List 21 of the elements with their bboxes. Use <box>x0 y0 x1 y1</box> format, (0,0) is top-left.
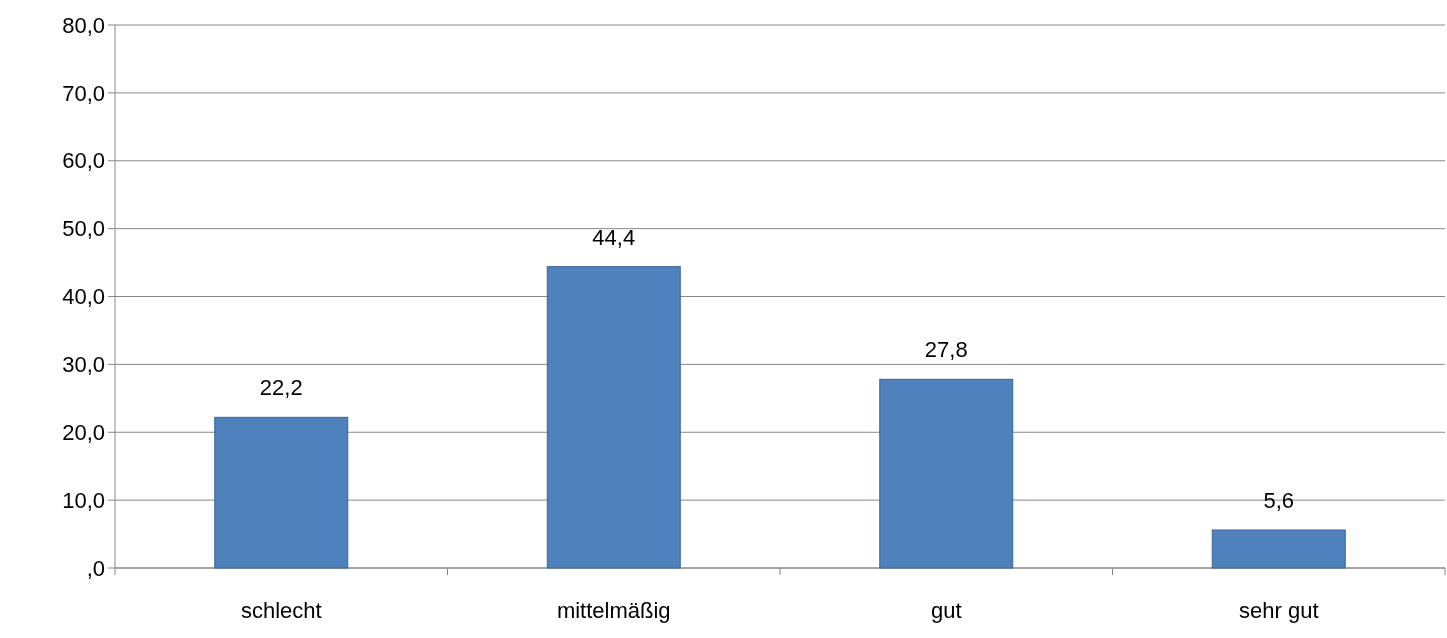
y-tick-label: 50,0 <box>62 216 105 242</box>
x-tick-label: schlecht <box>240 598 322 623</box>
x-tick-label: mittelmäßig <box>556 598 671 623</box>
y-tick-label: 80,0 <box>62 12 105 38</box>
y-tick-label: 20,0 <box>62 419 105 445</box>
bar <box>879 378 1014 569</box>
bar <box>1211 529 1346 569</box>
data-label: 5,6 <box>1263 487 1295 513</box>
bar <box>546 266 681 569</box>
x-tick-label: gut <box>930 598 962 623</box>
y-tick-label: ,0 <box>86 555 105 581</box>
y-tick-label: 30,0 <box>62 352 105 378</box>
x-tick-label: sehr gut <box>1239 598 1319 623</box>
data-label: 22,2 <box>259 375 303 401</box>
bar <box>214 416 349 569</box>
y-tick-label: 70,0 <box>62 80 105 106</box>
y-tick-label: 10,0 <box>62 487 105 513</box>
y-tick-label: 60,0 <box>62 148 105 174</box>
data-label: 44,4 <box>592 224 636 250</box>
y-tick-label: 40,0 <box>62 284 105 310</box>
data-label: 27,8 <box>924 337 968 363</box>
